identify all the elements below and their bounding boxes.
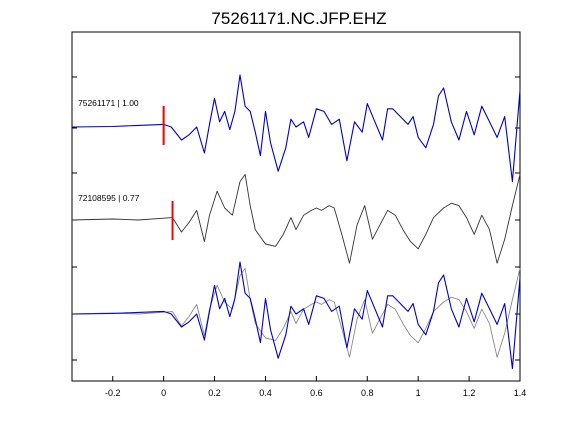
x-tick-label: 0.2 [208, 388, 221, 398]
x-tick-label: 0 [161, 388, 166, 398]
x-tick-label: 1.2 [463, 388, 476, 398]
plot-frame [71, 31, 521, 382]
y-tick-marks [72, 76, 520, 361]
trace-1-label: 75261171 | 1.00 [78, 98, 139, 108]
x-tick-label: 0.6 [310, 388, 323, 398]
x-tick-label: -0.2 [105, 388, 121, 398]
x-tick-label: 1 [416, 388, 421, 398]
trace-2-label: 72108595 | 0.77 [78, 193, 140, 203]
x-tick-label: 0.4 [259, 388, 272, 398]
x-tick-label: 0.8 [361, 388, 374, 398]
trace-labels: 75261171 | 1.00 72108595 | 0.77 [78, 98, 140, 203]
trace-2-waveform [71, 173, 521, 264]
x-tick-label: 1.4 [514, 388, 527, 398]
overlay-gray-waveform [71, 267, 521, 358]
chart-title: 75261171.NC.JFP.EHZ [211, 9, 386, 28]
overlay-blue-waveform [71, 261, 521, 370]
trace-1-waveform [71, 74, 521, 183]
trace-group [71, 74, 521, 370]
x-axis: -0.2 0 0.2 0.4 0.6 0.8 1 1.2 1.4 [105, 376, 526, 398]
